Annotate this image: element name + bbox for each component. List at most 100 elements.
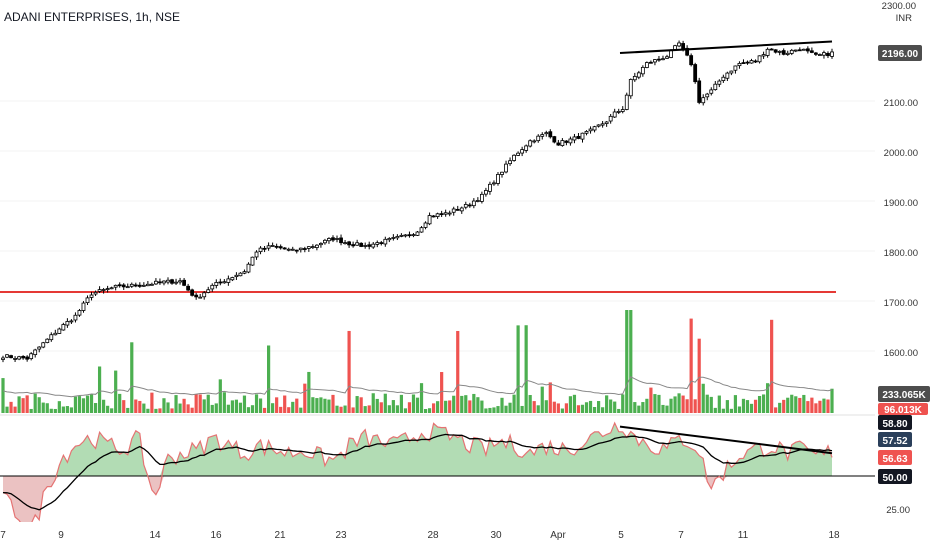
candle-body (717, 80, 722, 85)
candle (335, 235, 339, 243)
candle (496, 172, 500, 186)
price-axis[interactable]: 2300.00 INR 2100.00 2000.00 1900.00 1800… (875, 0, 932, 550)
candle-body (254, 251, 259, 258)
candle-body (415, 231, 420, 236)
candle-body (81, 302, 86, 311)
candle-body (419, 227, 424, 233)
candle-body (375, 242, 380, 245)
candle (753, 59, 758, 63)
candle (632, 72, 637, 82)
volume-bar (339, 406, 343, 413)
candle (447, 210, 452, 217)
candle-body (202, 292, 207, 298)
candle (552, 135, 557, 144)
candle (178, 277, 182, 285)
candle (471, 198, 476, 209)
candle (620, 106, 625, 114)
volume-bar (536, 405, 540, 413)
candle (818, 53, 822, 56)
candle-body (45, 338, 50, 343)
volume-bar (540, 386, 544, 413)
candle (439, 210, 444, 218)
candle-body (154, 280, 158, 285)
volume-bar (218, 379, 222, 413)
candle (596, 124, 601, 128)
candle-body (596, 124, 601, 127)
volume-bar (556, 403, 560, 413)
candle-body (447, 212, 452, 215)
resistance-trendline[interactable] (619, 40, 833, 54)
candle (544, 130, 549, 137)
candle (580, 132, 585, 143)
rsi-mid-badge (878, 469, 912, 484)
volume-bar (661, 404, 665, 413)
candle-body (632, 75, 637, 81)
volume-bar (291, 401, 295, 413)
candle-body (351, 244, 356, 247)
candle-body (383, 238, 388, 245)
candle (262, 246, 267, 253)
volume-bar (85, 395, 90, 413)
candle (435, 212, 440, 219)
candle (588, 126, 593, 134)
candle (45, 338, 50, 344)
candle (359, 242, 364, 248)
candle-body (270, 245, 275, 247)
volume-bar (830, 388, 834, 413)
candle-body (335, 238, 339, 240)
candle-body (443, 212, 448, 215)
candle-body (323, 239, 327, 244)
volume-bar (681, 395, 685, 413)
rsi-fill-above (3, 423, 832, 476)
candle-body (274, 245, 279, 248)
candle (69, 319, 74, 324)
candle-body (53, 332, 58, 336)
time-axis[interactable]: 7 9 14 16 21 23 28 30 Apr 5 7 11 18 (0, 522, 875, 550)
bearish-divergence-line[interactable] (619, 425, 833, 455)
volume-bar (319, 397, 323, 413)
candle (661, 55, 665, 61)
candle (145, 281, 150, 287)
volume-bar (154, 408, 158, 413)
candle-body (649, 61, 653, 64)
volume-bar (202, 399, 206, 413)
candle-body (226, 278, 231, 283)
volume-bar (210, 404, 214, 413)
candle (729, 70, 734, 76)
volume-bar (633, 402, 637, 413)
candle-body (520, 149, 525, 154)
candle-body (488, 183, 492, 192)
candle-body (258, 247, 263, 253)
candle (113, 284, 118, 291)
volume-bar (637, 405, 641, 413)
candle-body (814, 52, 818, 55)
candle (701, 94, 706, 106)
candle (407, 231, 412, 238)
candle (1, 355, 5, 363)
candle-body (600, 123, 605, 126)
candle (194, 292, 199, 300)
candle (520, 146, 525, 157)
volume-bar (238, 402, 243, 413)
time-label: 21 (274, 530, 286, 541)
candle-body (512, 154, 516, 161)
volume-bar (5, 406, 9, 413)
candle-body (661, 58, 665, 61)
volume-bar (363, 406, 367, 413)
candle (427, 212, 432, 226)
time-label: 16 (210, 530, 222, 541)
candle-body (564, 140, 569, 143)
volume-bar (391, 400, 395, 413)
candle (246, 262, 251, 274)
candle-body (403, 234, 408, 237)
candle-body (214, 282, 219, 286)
volume-bar (810, 397, 814, 413)
candle (540, 132, 545, 140)
volume-bar (375, 398, 379, 413)
volume-bar (335, 405, 339, 413)
candle (689, 53, 694, 67)
candle (826, 51, 830, 59)
rsi-ma-label: 57.52 (882, 436, 907, 447)
